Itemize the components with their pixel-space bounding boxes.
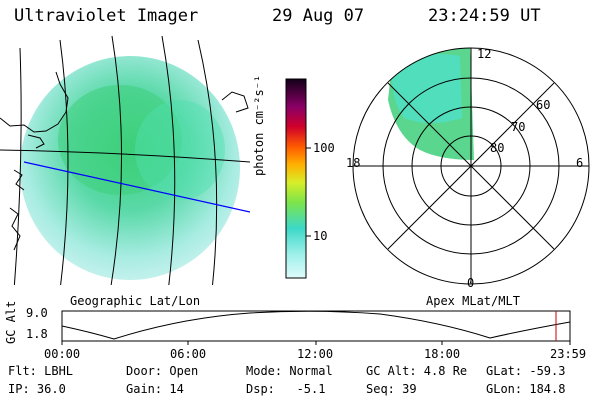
colorbar-tick-100: 100 xyxy=(313,141,335,155)
colorbar-unit-label: photon cm⁻²s⁻¹ xyxy=(252,74,266,176)
instrument-title: Ultraviolet Imager xyxy=(14,6,199,26)
gc-alt-info: GC Alt: 4.8 Re xyxy=(366,364,468,378)
alt-tick-9: 9.0 xyxy=(26,306,48,320)
time-label: 23:24:59 UT xyxy=(428,6,541,26)
mlat-label-80: 80 xyxy=(490,141,505,155)
geographic-caption: Geographic Lat/Lon xyxy=(70,294,201,308)
ground-track-line xyxy=(23,161,250,213)
gc-alt-axis-label: GC Alt xyxy=(4,300,18,344)
seq-info: Seq: 39 xyxy=(366,382,417,396)
mlat-label-60: 60 xyxy=(536,98,551,112)
time-tick-0600: 06:00 xyxy=(170,347,207,361)
time-tick-2359: 23:59 xyxy=(550,347,587,361)
mlt-label-18: 18 xyxy=(346,156,361,170)
time-tick-1200: 12:00 xyxy=(297,347,334,361)
mlt-label-12: 12 xyxy=(477,47,492,61)
meridian xyxy=(59,39,69,285)
coastline xyxy=(0,71,69,133)
mlt-label-0: 0 xyxy=(467,276,475,290)
aurora-band xyxy=(58,85,182,195)
time-tick-0000: 00:00 xyxy=(44,347,81,361)
geographic-image xyxy=(0,35,250,285)
time-tick-1800: 18:00 xyxy=(424,347,461,361)
mlat-label-70: 70 xyxy=(511,120,526,134)
parallel xyxy=(0,149,250,163)
colorbar xyxy=(285,78,307,279)
apex-caption: Apex MLat/MLT xyxy=(426,294,520,308)
colorbar-tick-10: 10 xyxy=(313,229,328,243)
altitude-plot-frame xyxy=(61,310,571,342)
mlt-label-6: 6 xyxy=(576,156,584,170)
filter-info: Flt: LBHL xyxy=(8,364,74,378)
polar-plot xyxy=(352,47,590,285)
glon-info: GLon: 184.8 xyxy=(486,382,566,396)
alt-tick-1-8: 1.8 xyxy=(26,327,48,341)
mode-info: Mode: Normal xyxy=(246,364,333,378)
gain-info: Gain: 14 xyxy=(126,382,184,396)
ip-info: IP: 36.0 xyxy=(8,382,66,396)
door-info: Door: Open xyxy=(126,364,199,378)
altitude-curve xyxy=(61,310,571,340)
date-label: 29 Aug 07 xyxy=(272,6,365,26)
dsp-info: Dsp: -5.1 xyxy=(246,382,326,396)
glat-info: GLat: -59.3 xyxy=(486,364,566,378)
